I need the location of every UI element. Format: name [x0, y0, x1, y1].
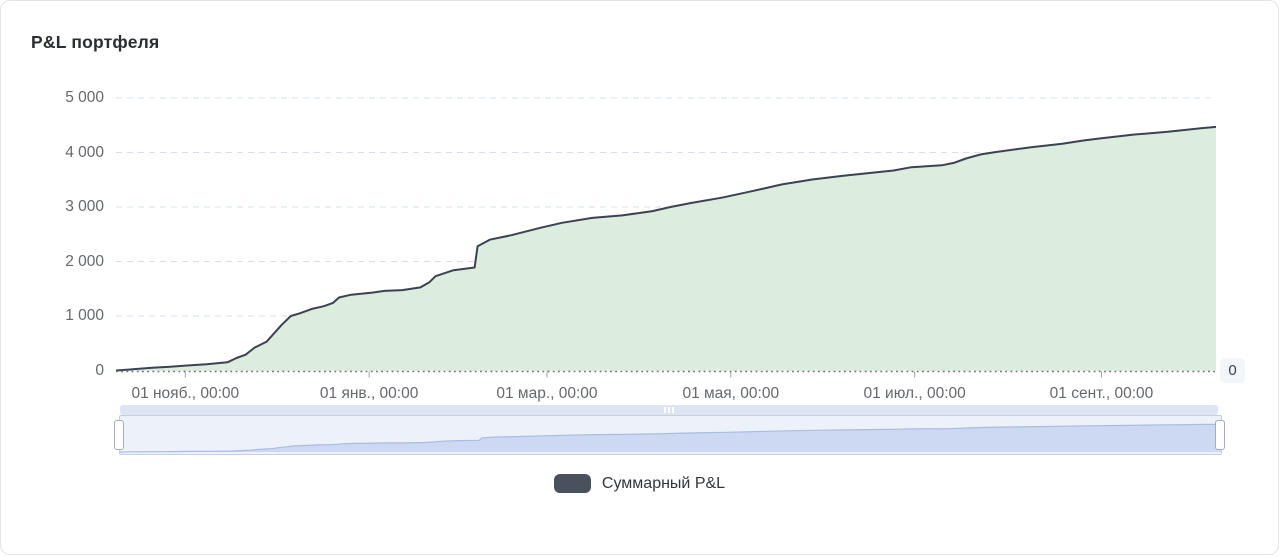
x-tick-label: 01 июл., 00:00	[863, 385, 966, 402]
navigator-mini-chart	[119, 423, 1222, 453]
x-tick-label: 01 мар., 00:00	[496, 385, 598, 402]
range-navigator[interactable]	[119, 415, 1222, 455]
navigator-area	[120, 424, 1221, 452]
y-tick-label-3000: 3 000	[65, 198, 104, 215]
legend-swatch-icon	[553, 474, 591, 493]
navigator-handle-right[interactable]	[1215, 420, 1225, 450]
navigator-scrollbar[interactable]	[120, 405, 1218, 415]
scrollbar-grip-icon[interactable]	[664, 407, 674, 413]
pnl-area	[116, 126, 1216, 371]
y-tick-label-5000: 5 000	[65, 89, 104, 106]
y-tick-label-4000: 4 000	[65, 143, 104, 161]
y-tick-label-2000: 2 000	[65, 252, 104, 270]
legend-item-total-pnl[interactable]: Суммарный P&L	[1, 474, 1278, 493]
y-tick-label-0: 0	[95, 361, 104, 379]
y-tick-label-1000: 1 000	[65, 307, 104, 324]
x-tick-label: 01 сент., 00:00	[1049, 385, 1154, 402]
navigator-handle-left[interactable]	[114, 420, 124, 450]
x-tick-label: 01 янв., 00:00	[319, 385, 419, 402]
navigator-line	[119, 423, 1222, 453]
chart-title: P&L портфеля	[31, 32, 160, 52]
x-tick-label: 01 нояб., 00:00	[131, 385, 240, 402]
legend-label: Суммарный P&L	[601, 474, 726, 492]
right-axis-value-badge: 0	[1220, 358, 1245, 383]
x-tick-label: 01 мая, 00:00	[682, 385, 780, 402]
pnl-line	[115, 125, 1217, 372]
